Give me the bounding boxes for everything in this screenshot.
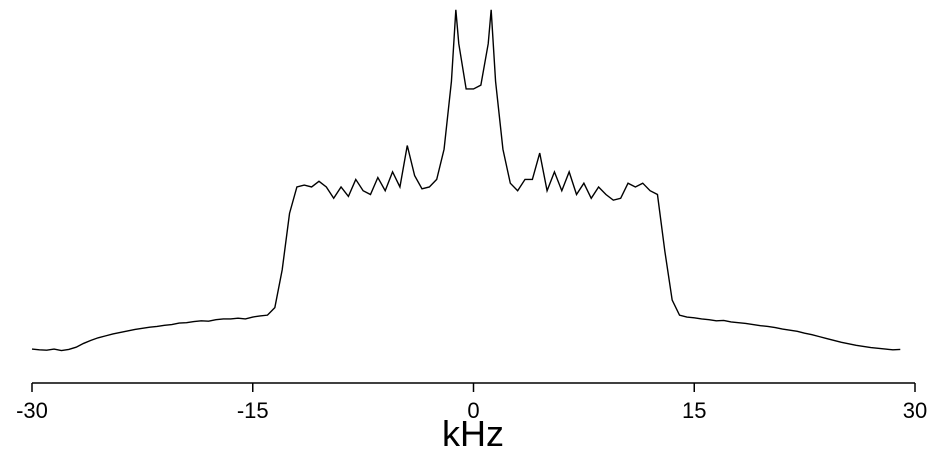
- x-tick-label: 30: [903, 398, 927, 423]
- x-tick-label: -30: [16, 398, 48, 423]
- x-tick-label: 15: [682, 398, 706, 423]
- x-tick-label: 0: [467, 398, 479, 423]
- x-axis-label: kHz: [442, 413, 504, 454]
- x-tick-label: -15: [237, 398, 269, 423]
- spectrum-line: [31, 9, 901, 352]
